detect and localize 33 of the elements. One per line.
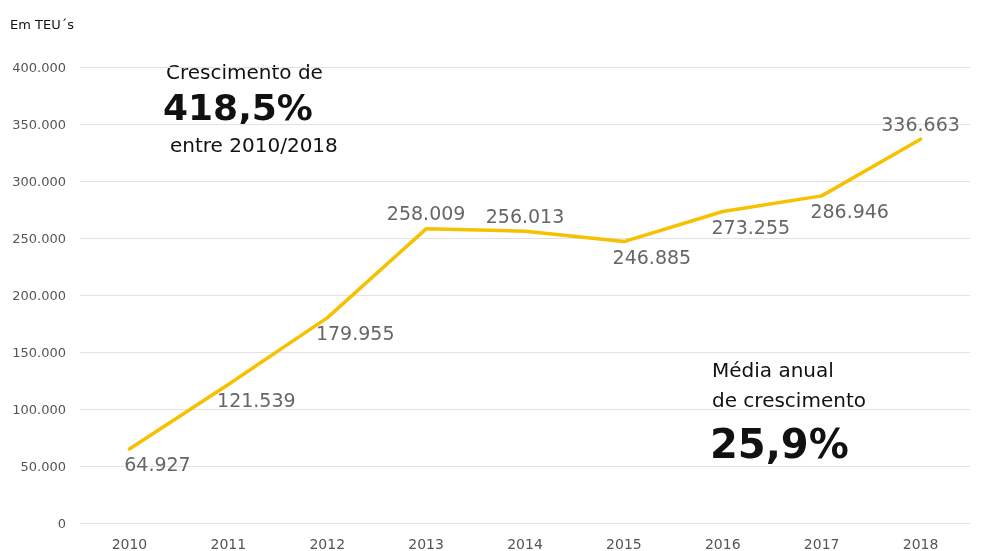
x-tick-label: 2015 — [606, 536, 642, 551]
x-tick-label: 2016 — [704, 536, 741, 551]
annotation: 418,5% — [163, 87, 313, 129]
data-label: 246.885 — [612, 246, 692, 269]
y-tick-label: 150.000 — [12, 344, 66, 360]
x-tick-label: 2010 — [111, 536, 148, 551]
x-tick-label: 2017 — [803, 536, 840, 551]
x-tick-label: 2012 — [309, 536, 346, 551]
data-label: 179.955 — [315, 322, 395, 345]
y-tick-label: 250.000 — [12, 230, 66, 246]
annotation: entre 2010/2018 — [170, 133, 338, 157]
y-tick-label: 100.000 — [12, 401, 66, 417]
data-label: 286.946 — [810, 200, 889, 223]
x-tick-label: 2011 — [210, 536, 247, 551]
y-tick-label: 400.000 — [12, 59, 66, 75]
annotation: Crescimento de — [166, 60, 323, 84]
data-label: 336.663 — [881, 112, 960, 135]
annotation: 25,9% — [710, 421, 849, 467]
data-label: 256.013 — [485, 204, 565, 227]
y-tick-label: 350.000 — [12, 116, 66, 132]
data-label: 121.539 — [217, 388, 296, 411]
x-tick-label: 2014 — [507, 536, 543, 551]
y-tick-label: 0 — [57, 515, 66, 531]
y-tick-label: 50.000 — [20, 458, 66, 474]
annotation: Média anual de crescimento — [712, 358, 866, 412]
y-tick-label: 200.000 — [12, 287, 66, 303]
y-axis-title: Em TEU´s — [10, 17, 75, 32]
data-label: 64.927 — [124, 453, 191, 476]
y-tick-label: 300.000 — [12, 173, 66, 189]
data-label: 258.009 — [386, 202, 466, 225]
x-tick-label: 2018 — [902, 536, 939, 551]
data-label: 273.255 — [711, 215, 791, 238]
x-tick-label: 2013 — [408, 536, 444, 551]
